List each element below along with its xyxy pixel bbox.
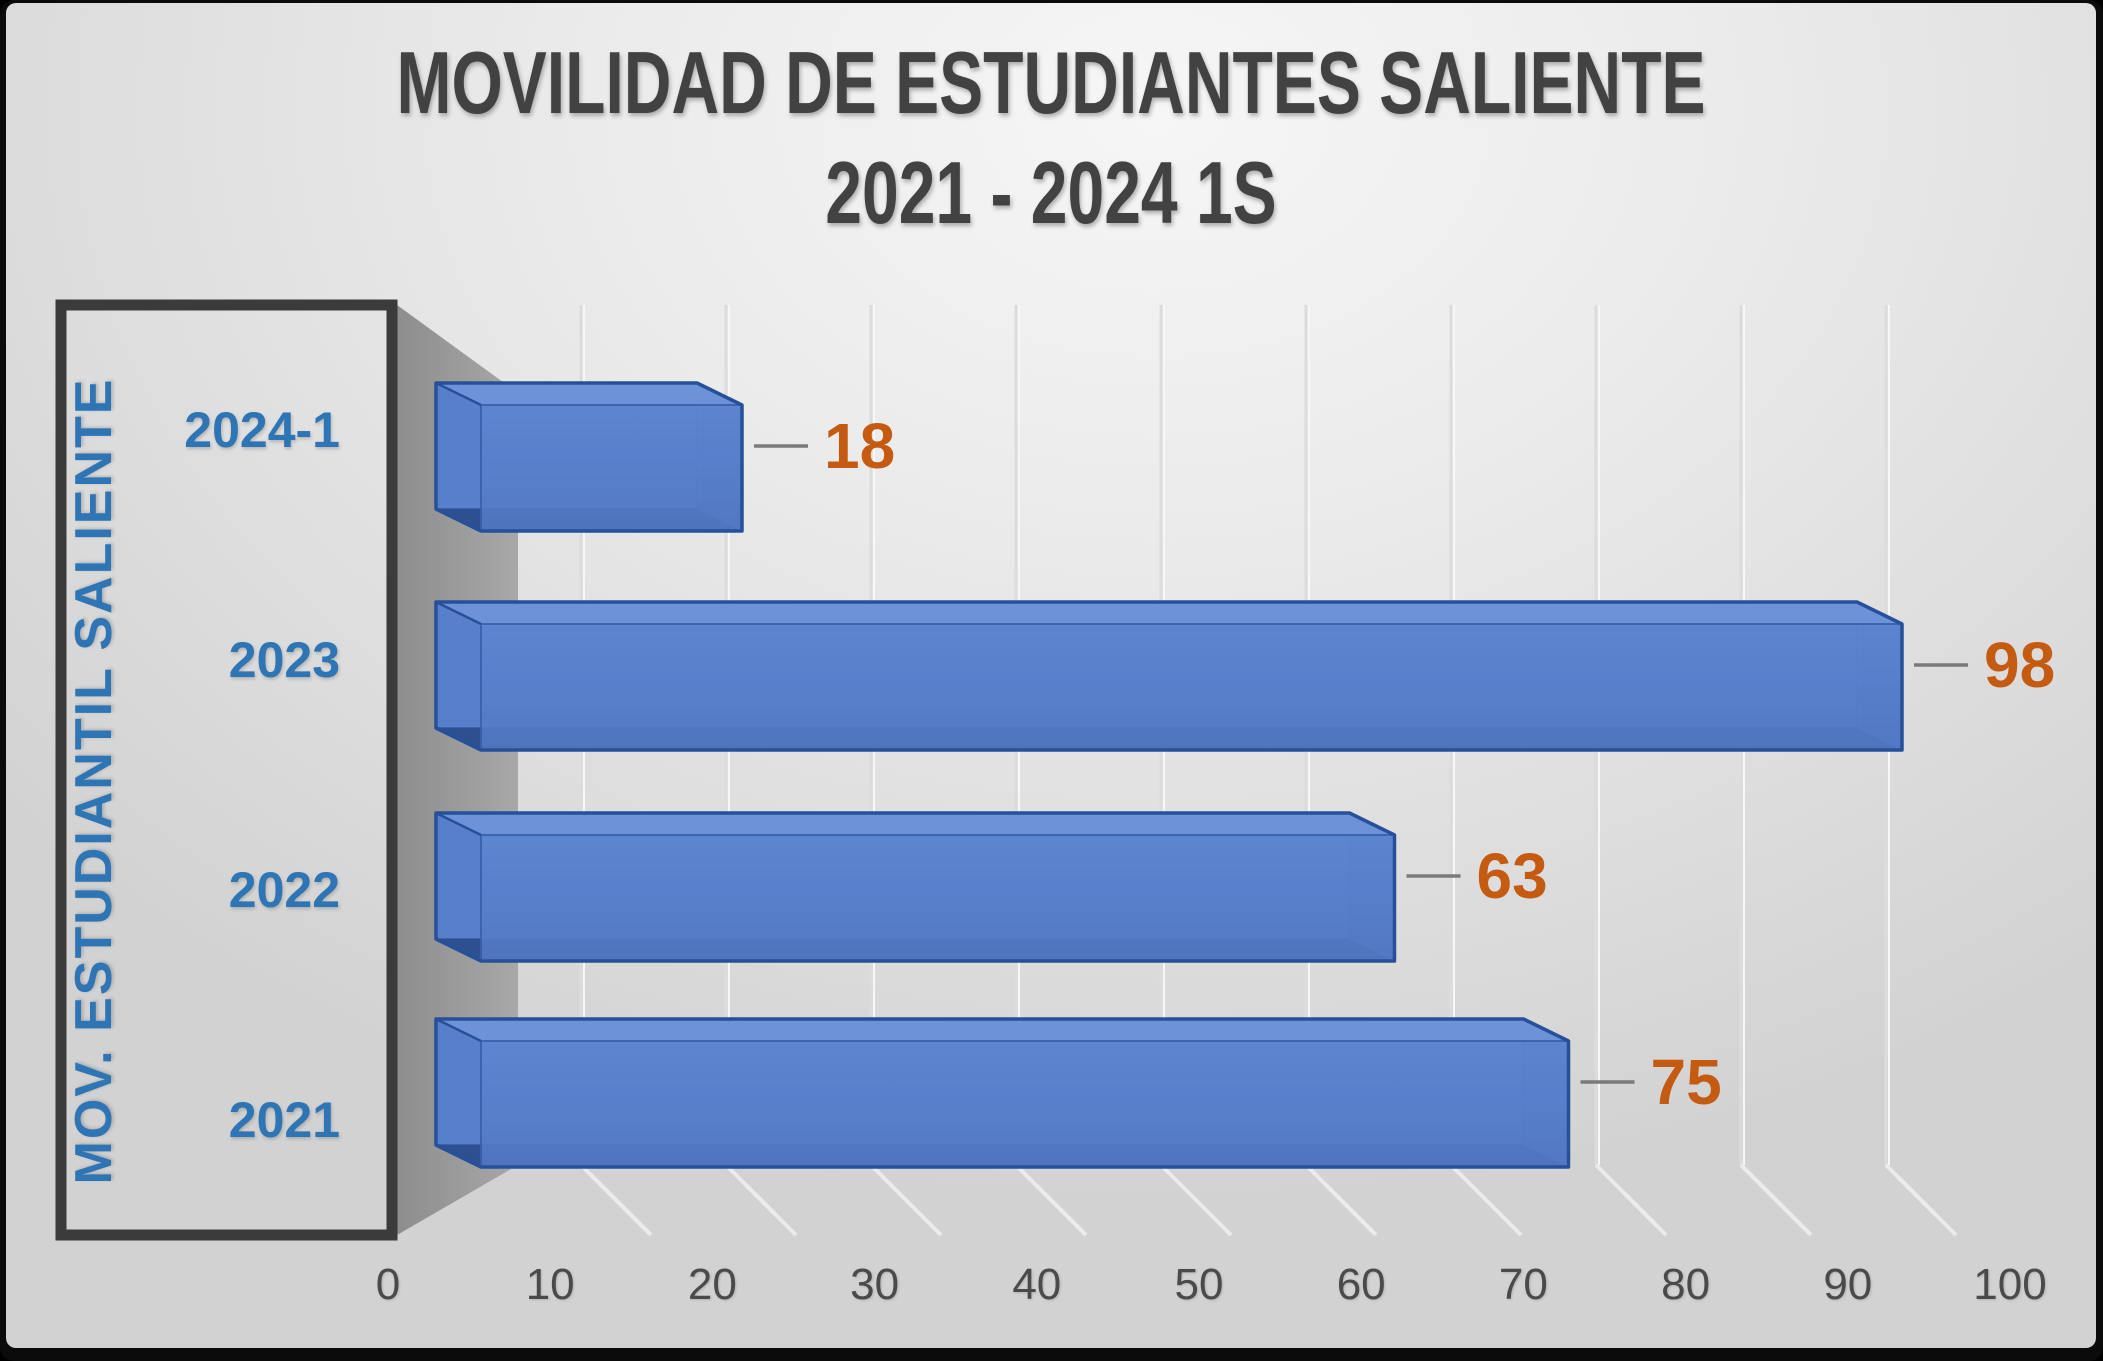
- floor-gridline-40: [1014, 1163, 1088, 1237]
- floor-gridline-20: [724, 1163, 798, 1237]
- bar-2024-1: 18: [434, 381, 895, 533]
- floor-gridline-100: [1884, 1163, 1958, 1237]
- chart-background: MOVILIDAD DE ESTUDIANTES SALIENTE 2021 -…: [6, 3, 2096, 1348]
- x-tick-label-30: 30: [850, 1260, 900, 1309]
- floor-gridline-10: [579, 1163, 653, 1237]
- bar-2023: 98: [434, 600, 2055, 752]
- bar-2021: 75: [434, 1017, 1722, 1169]
- category-label-2022: 2022: [228, 862, 340, 918]
- bar-chart-canvas: 18 98 63 75: [55, 299, 2055, 1241]
- floor-gridline-90: [1739, 1163, 1813, 1237]
- x-tick-label-20: 20: [687, 1260, 737, 1309]
- x-tick-label-80: 80: [1661, 1260, 1711, 1309]
- data-label-2023: 98: [1984, 629, 2055, 701]
- bars: 18 98 63 75: [434, 381, 2055, 1169]
- category-label-2024-1: 2024-1: [184, 402, 340, 458]
- x-tick-label-40: 40: [1012, 1260, 1062, 1309]
- floor-gridline-30: [869, 1163, 943, 1237]
- y-axis-title: MOV. ESTUDIANTIL SALIENTE: [65, 377, 123, 1185]
- chart-title: MOVILIDAD DE ESTUDIANTES SALIENTE: [396, 33, 1706, 132]
- x-tick-label-50: 50: [1174, 1260, 1224, 1309]
- data-label-2021: 75: [1651, 1046, 1722, 1118]
- category-axis-wall: [55, 299, 398, 1241]
- bar-2022: 63: [434, 811, 1548, 963]
- x-tick-label-0: 0: [375, 1260, 401, 1309]
- floor-gridline-60: [1304, 1163, 1378, 1237]
- chart-subtitle: 2021 - 2024 1S: [825, 143, 1277, 242]
- x-tick-label-90: 90: [1823, 1260, 1873, 1309]
- floor-gridline-80: [1594, 1163, 1668, 1237]
- category-label-2021: 2021: [228, 1092, 340, 1148]
- x-tick-label-10: 10: [525, 1260, 575, 1309]
- x-tick-label-100: 100: [1973, 1260, 2047, 1309]
- wall-3d-shadow: [397, 305, 518, 1235]
- category-label-2023: 2023: [228, 632, 340, 688]
- floor-gridline-50: [1159, 1163, 1233, 1237]
- data-label-2022: 63: [1477, 840, 1548, 912]
- x-tick-label-70: 70: [1498, 1260, 1548, 1309]
- x-tick-label-60: 60: [1336, 1260, 1386, 1309]
- data-label-2024-1: 18: [824, 410, 895, 482]
- floor-gridline-70: [1449, 1163, 1523, 1237]
